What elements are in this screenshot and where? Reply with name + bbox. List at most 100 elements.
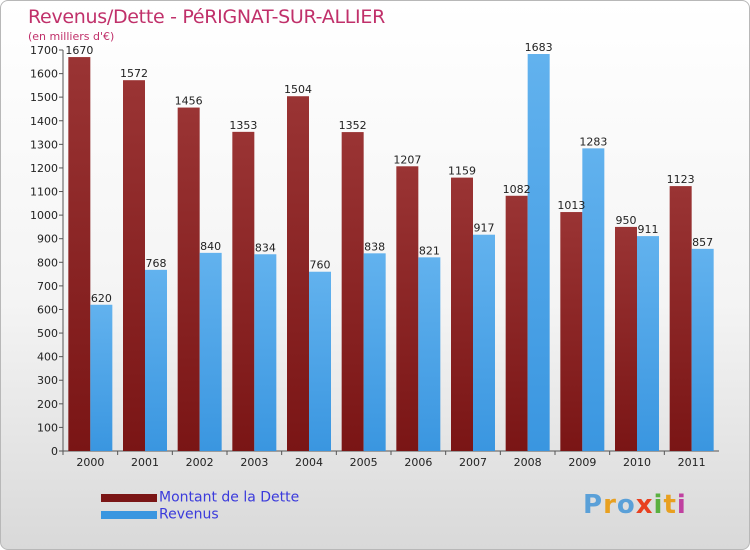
bar-debt	[68, 57, 91, 451]
y-tick-label: 0	[51, 445, 58, 458]
bar-revenue	[473, 234, 495, 451]
data-label-revenue: 620	[91, 292, 112, 305]
data-label-debt: 1159	[448, 165, 476, 178]
bar-debt	[341, 132, 364, 452]
x-tick-label: 2003	[240, 456, 268, 469]
bar-debt	[287, 96, 309, 451]
bar-revenue	[90, 304, 113, 451]
data-label-revenue: 857	[692, 236, 713, 249]
legend-item-revenue: Revenus	[101, 504, 299, 523]
bar-revenue	[145, 269, 167, 451]
bar-debt	[451, 177, 473, 451]
logo-letter: x	[635, 490, 654, 520]
bar-revenue	[691, 248, 714, 451]
y-tick-label: 700	[37, 280, 58, 293]
y-tick-label: 1100	[30, 186, 58, 199]
bar-revenue	[254, 254, 277, 451]
legend-swatch-revenue	[101, 510, 157, 519]
legend-item-debt: Montant de la Dette	[101, 487, 300, 506]
chart-labels: 1670 620 1572 768 1456 840 1353 834 1504 760 1352 8…	[65, 41, 713, 305]
x-tick-label: 2002	[186, 456, 214, 469]
y-tick-label: 200	[37, 398, 58, 411]
data-label-debt: 1123	[667, 173, 695, 186]
y-tick-label: 1600	[30, 68, 58, 81]
x-tick-label: 2005	[350, 456, 378, 469]
x-tick-label: 2004	[295, 456, 323, 469]
chart-subtitle: (en milliers d'€)	[28, 30, 115, 43]
data-label-revenue: 838	[364, 240, 385, 253]
logo-letter: t	[663, 490, 677, 520]
bar-debt	[615, 226, 637, 451]
bar-revenue	[418, 257, 441, 451]
chart-axes: 0 100 200 300 400 500 600 700 800 900 1000 1100 1200…	[30, 44, 719, 469]
bar-revenue	[582, 148, 605, 451]
y-tick-label: 900	[37, 233, 58, 246]
y-tick-label: 1200	[30, 162, 58, 175]
bar-revenue	[527, 54, 550, 451]
data-label-revenue: 834	[255, 241, 276, 254]
data-label-debt: 950	[616, 214, 637, 227]
y-tick-label: 1700	[30, 44, 58, 57]
bar-debt	[123, 80, 145, 452]
legend-label-revenue: Revenus	[159, 506, 219, 523]
y-tick-label: 400	[37, 351, 58, 364]
data-label-debt: 1013	[557, 199, 585, 212]
bar-debt	[560, 212, 583, 451]
bar-debt	[177, 107, 200, 451]
y-tick-label: 800	[37, 256, 58, 269]
data-label-debt: 1352	[339, 119, 367, 132]
y-tick-label: 1000	[30, 209, 58, 222]
logo-letter: o	[616, 490, 636, 520]
y-tick-label: 500	[37, 327, 58, 340]
logo-letter: P	[583, 490, 604, 520]
data-label-revenue: 911	[638, 223, 659, 236]
y-tick-label: 1500	[30, 91, 58, 104]
proxiti-logo: Proxiti	[583, 490, 687, 520]
bar-revenue	[363, 253, 386, 451]
data-label-debt: 1456	[175, 95, 203, 108]
data-label-debt: 1572	[120, 67, 148, 80]
x-tick-label: 2008	[514, 456, 542, 469]
legend-swatch-debt	[101, 493, 157, 502]
data-label-revenue: 768	[146, 257, 167, 270]
data-label-debt: 1353	[229, 119, 257, 132]
x-tick-label: 2011	[678, 456, 706, 469]
x-tick-label: 2006	[404, 456, 432, 469]
data-label-revenue: 840	[200, 240, 221, 253]
data-label-revenue: 1283	[579, 135, 607, 148]
bar-debt	[232, 131, 255, 451]
chart-bars	[68, 54, 714, 452]
x-tick-label: 2000	[76, 456, 104, 469]
data-label-revenue: 917	[474, 222, 495, 235]
y-tick-label: 1400	[30, 115, 58, 128]
data-label-revenue: 1683	[525, 41, 553, 54]
y-tick-label: 100	[37, 421, 58, 434]
x-tick-label: 2010	[623, 456, 651, 469]
legend: Montant de la Dette Revenus	[101, 487, 300, 523]
data-label-debt: 1670	[65, 44, 93, 57]
data-label-debt: 1082	[503, 183, 531, 196]
data-label-revenue: 760	[310, 259, 331, 272]
data-label-debt: 1504	[284, 83, 312, 96]
x-tick-label: 2007	[459, 456, 487, 469]
x-tick-label: 2009	[568, 456, 596, 469]
bar-revenue	[637, 236, 659, 451]
data-label-revenue: 821	[419, 244, 440, 257]
bar-debt	[505, 195, 528, 451]
y-tick-label: 600	[37, 303, 58, 316]
y-tick-label: 300	[37, 374, 58, 387]
data-label-debt: 1207	[393, 153, 421, 166]
chart-title: Revenus/Dette - PéRIGNAT-SUR-ALLIER	[28, 6, 385, 28]
bar-revenue	[309, 271, 331, 451]
logo-letter: i	[653, 490, 664, 520]
bar-debt	[396, 166, 419, 452]
logo-letter: i	[676, 490, 687, 520]
y-tick-label: 1300	[30, 138, 58, 151]
bar-revenue	[199, 252, 222, 451]
x-tick-label: 2001	[131, 456, 159, 469]
logo-letter: r	[603, 490, 617, 520]
legend-label-debt: Montant de la Dette	[159, 489, 300, 506]
bar-debt	[669, 186, 692, 451]
